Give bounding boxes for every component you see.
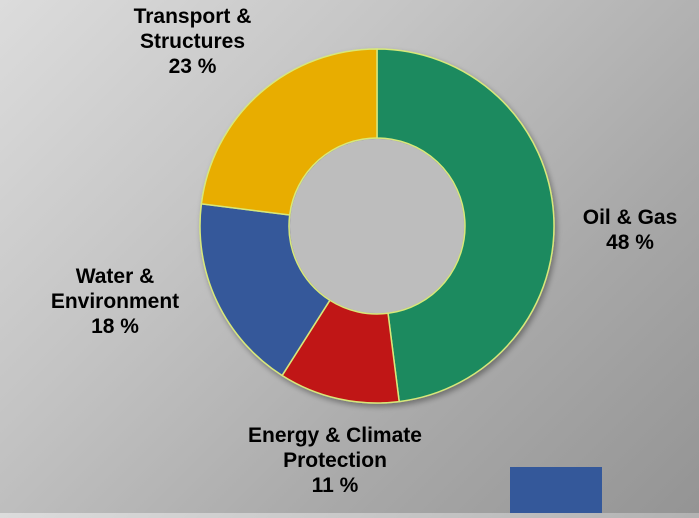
donut-slice-oil-gas xyxy=(376,48,555,403)
slice-label-line: Transport & xyxy=(133,5,252,28)
legend-color-swatch xyxy=(510,467,602,513)
slice-value-label: 18 % xyxy=(91,315,139,338)
slice-value-label: 11 % xyxy=(311,474,359,497)
slice-value-label: 23 % xyxy=(168,55,217,78)
slice-label-transport-structures: Transport & Structures 23 % xyxy=(105,4,280,79)
slice-label-line: Protection xyxy=(283,449,387,472)
slice-label-line: Energy & Climate xyxy=(248,424,422,447)
donut-slice-water-environment xyxy=(199,202,331,377)
slice-label-line: Oil & Gas xyxy=(582,206,678,229)
slice-label-line: Structures xyxy=(139,30,246,53)
slice-label-line: Environment xyxy=(50,290,180,313)
slice-label-line: Water & xyxy=(75,265,155,288)
slice-label-water-environment: Water & Environment 18 % xyxy=(15,264,215,339)
donut-segments xyxy=(199,48,555,404)
slice-label-oil-gas: Oil & Gas 48 % xyxy=(540,205,699,255)
slice-label-energy-climate-protection: Energy & Climate Protection 11 % xyxy=(210,423,460,498)
slice-value-label: 48 % xyxy=(606,231,654,254)
donut-slice-transport-structures xyxy=(200,48,378,216)
donut-hole xyxy=(290,139,464,313)
